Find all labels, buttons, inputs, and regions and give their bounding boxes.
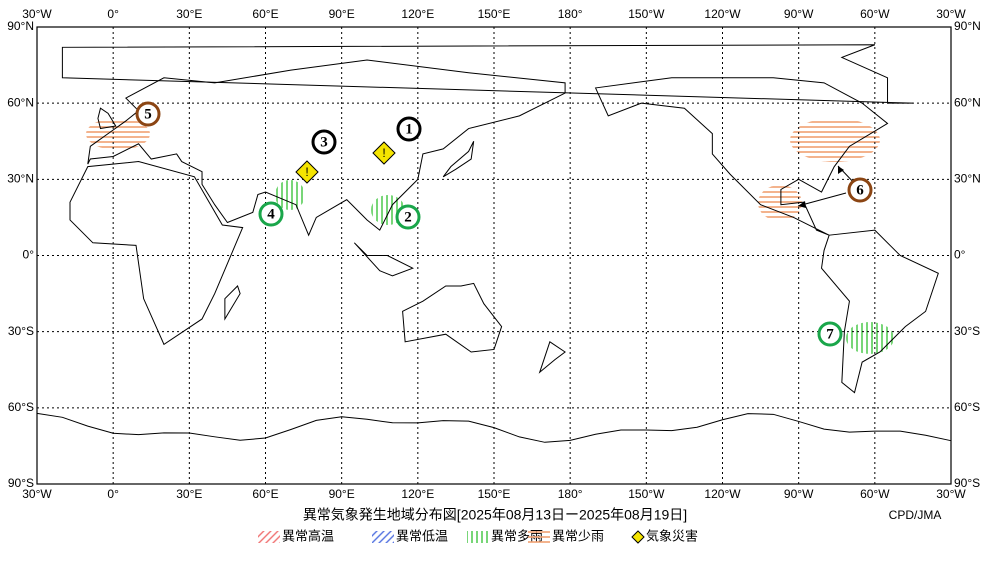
event-markers: 1 2 3 4 5 6 7!!: [135, 101, 873, 347]
event-marker: [395, 204, 421, 230]
wet-area: [846, 322, 894, 354]
event-number: 4: [267, 206, 275, 222]
legend-swatch: [467, 531, 489, 543]
arrow: [797, 192, 847, 207]
lon-label: 30°W: [22, 7, 52, 21]
dry-area: [790, 118, 880, 162]
lat-label: 60°S: [954, 400, 980, 414]
lon-label: 60°W: [860, 487, 890, 501]
lon-label: 30°E: [176, 7, 202, 21]
lon-label: 0°: [107, 7, 119, 21]
legend-label: 異常低温: [396, 528, 448, 543]
lon-label: 150°E: [478, 487, 511, 501]
lat-label: 30°N: [7, 172, 34, 186]
landmass: [69, 161, 244, 346]
map-title: 異常気象発生地域分布図[2025年08月13日ー2025年08月19日]: [303, 507, 687, 523]
lon-label: 60°E: [252, 487, 278, 501]
event-number: 3: [320, 134, 328, 150]
event-marker: [135, 101, 161, 127]
legend-label: 気象災害: [646, 528, 698, 543]
legend-label: 異常高温: [282, 528, 334, 543]
event-marker: [258, 201, 284, 227]
legend: 異常高温 異常低温 異常多雨 異常少雨 気象災害: [258, 528, 698, 544]
lon-label: 90°W: [784, 7, 814, 21]
lon-label: 120°E: [401, 7, 434, 21]
lat-label: 60°N: [7, 95, 34, 109]
arrow-head: [838, 166, 844, 174]
disaster-icon: [295, 160, 319, 184]
lon-label: 30°E: [176, 487, 202, 501]
landmass: [87, 59, 566, 237]
landmass: [97, 107, 117, 130]
lon-label: 150°E: [478, 7, 511, 21]
lon-label: 60°W: [860, 7, 890, 21]
lon-label: 30°W: [936, 7, 966, 21]
lat-label: 90°S: [954, 476, 980, 490]
dry-area: [758, 185, 802, 221]
landmass: [353, 242, 415, 277]
lat-label: 90°N: [954, 19, 981, 33]
graticule: 30°W30°W0°0°30°E30°E60°E60°E90°E90°E120°…: [7, 7, 981, 501]
lon-label: 120°E: [401, 487, 434, 501]
dry-area: [86, 118, 150, 150]
lat-label: 60°S: [8, 400, 34, 414]
disaster-icon: [372, 141, 396, 165]
lon-label: 90°E: [329, 487, 355, 501]
lon-label: 150°W: [628, 487, 665, 501]
event-number: 6: [856, 182, 864, 198]
landmass: [224, 285, 241, 321]
legend-swatch: [258, 531, 280, 543]
event-number: 7: [826, 326, 834, 342]
credit: CPD/JMA: [889, 508, 942, 522]
lon-label: 90°W: [784, 487, 814, 501]
lon-label: 60°E: [252, 7, 278, 21]
disaster-mark: !: [382, 146, 385, 160]
event-number: 2: [404, 209, 412, 225]
lat-label: 30°S: [8, 324, 34, 338]
landmass: [594, 77, 889, 236]
lat-label: 0°: [954, 248, 966, 262]
event-marker: [817, 321, 843, 347]
landmass: [820, 229, 939, 394]
legend-swatch: [631, 530, 645, 544]
landmass: [538, 341, 566, 374]
legend-swatch: [528, 531, 550, 543]
landmass: [442, 141, 475, 178]
disaster-mark: !: [305, 165, 308, 179]
event-marker: [847, 177, 873, 203]
anomaly-areas: [86, 118, 894, 354]
lat-label: 30°N: [954, 172, 981, 186]
lon-label: 90°E: [329, 7, 355, 21]
event-number: 1: [405, 121, 413, 137]
lon-label: 180°: [558, 487, 583, 501]
legend-label: 異常少雨: [552, 528, 604, 543]
lon-label: 0°: [107, 487, 119, 501]
lon-label: 30°W: [936, 487, 966, 501]
wet-area: [275, 180, 305, 210]
event-marker: [396, 116, 422, 142]
lat-label: 90°S: [8, 476, 34, 490]
lat-label: 60°N: [954, 95, 981, 109]
landmass: [402, 282, 503, 353]
arrow-head: [798, 201, 806, 208]
legend-swatch: [372, 531, 394, 543]
landmass: [61, 44, 913, 104]
lat-label: 90°N: [7, 19, 34, 33]
lon-label: 120°W: [704, 487, 741, 501]
lon-label: 150°W: [628, 7, 665, 21]
lat-label: 0°: [23, 248, 35, 262]
lat-label: 30°S: [954, 324, 980, 338]
lon-label: 180°: [558, 7, 583, 21]
event-marker: [311, 129, 337, 155]
lon-label: 120°W: [704, 7, 741, 21]
event-number: 5: [144, 106, 152, 122]
lon-label: 30°W: [22, 487, 52, 501]
